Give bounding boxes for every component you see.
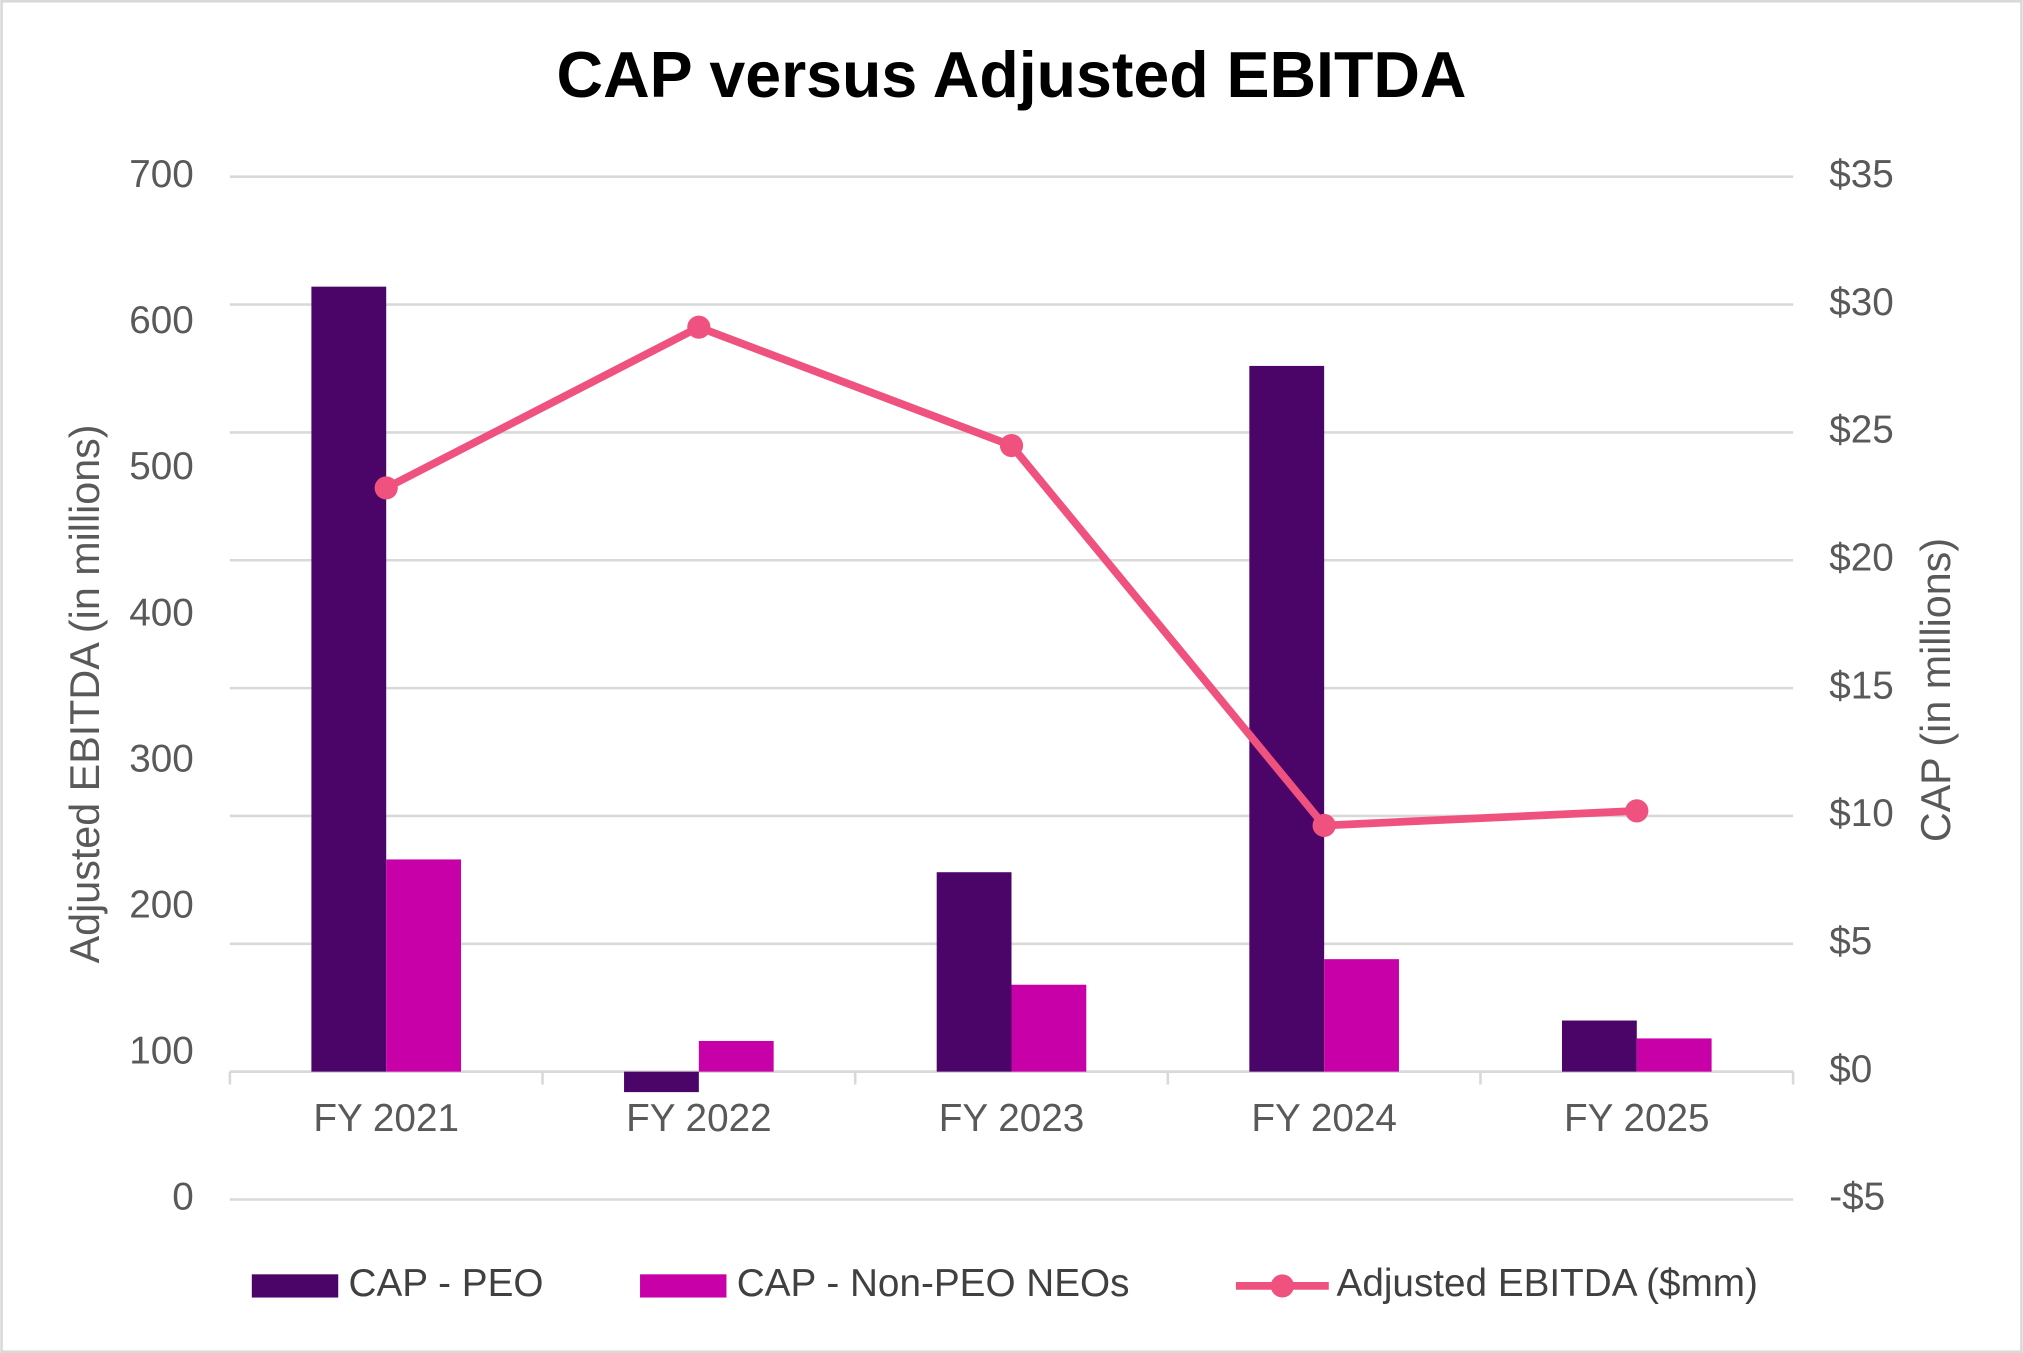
y2-tick-label: $25: [1829, 409, 1894, 452]
y-tick-label: 600: [129, 299, 194, 342]
y2-tick-label: $5: [1829, 920, 1872, 963]
y2-tick-label: -$5: [1829, 1176, 1885, 1219]
x-tick-label: FY 2024: [1251, 1097, 1397, 1140]
y2-tick-label: $20: [1829, 536, 1894, 579]
x-tick-label: FY 2021: [313, 1097, 459, 1140]
line-point: [1312, 813, 1336, 838]
bar: [698, 1040, 774, 1072]
y-axis-title: Adjusted EBITDA (in millions): [62, 424, 108, 963]
legend-swatch: [251, 1274, 339, 1298]
y-tick-label: 0: [172, 1176, 194, 1219]
bar: [624, 1071, 699, 1093]
y-tick-label: 500: [129, 445, 194, 488]
bar: [311, 286, 387, 1072]
chart-title: CAP versus Adjusted EBITDA: [557, 39, 1467, 111]
y-tick-label: 300: [129, 737, 194, 780]
y-tick-label: 400: [129, 591, 194, 634]
x-tick-label: FY 2025: [1564, 1097, 1710, 1140]
line-point: [687, 315, 711, 339]
y-tick-label: 700: [129, 153, 194, 196]
y2-tick-label: $10: [1829, 792, 1894, 835]
bar: [1249, 365, 1325, 1072]
y2-tick-label: $30: [1829, 281, 1894, 324]
y-tick-label: 200: [129, 884, 194, 927]
legend-swatch: [640, 1274, 727, 1298]
line-point: [999, 433, 1024, 458]
y2-tick-label: $0: [1829, 1048, 1872, 1091]
bar: [386, 859, 462, 1072]
bar: [936, 872, 1012, 1072]
y2-tick-label: $35: [1829, 153, 1894, 196]
y2-tick-label: $15: [1829, 664, 1894, 707]
legend-label: CAP - Non-PEO NEOs: [737, 1262, 1130, 1305]
x-tick-label: FY 2023: [939, 1097, 1085, 1140]
x-tick-label: FY 2022: [626, 1097, 772, 1140]
line-point: [374, 476, 398, 500]
line-point: [1625, 799, 1649, 823]
bar: [1324, 959, 1399, 1072]
bar: [1636, 1038, 1712, 1072]
y2-axis-title: CAP (in millions): [1913, 538, 1959, 842]
legend-label: Adjusted EBITDA ($mm): [1337, 1262, 1758, 1305]
bar: [1561, 1020, 1637, 1072]
bar: [1011, 984, 1087, 1072]
legend-marker: [1270, 1274, 1294, 1298]
y-tick-label: 100: [129, 1030, 194, 1073]
legend-label: CAP - PEO: [349, 1262, 544, 1305]
